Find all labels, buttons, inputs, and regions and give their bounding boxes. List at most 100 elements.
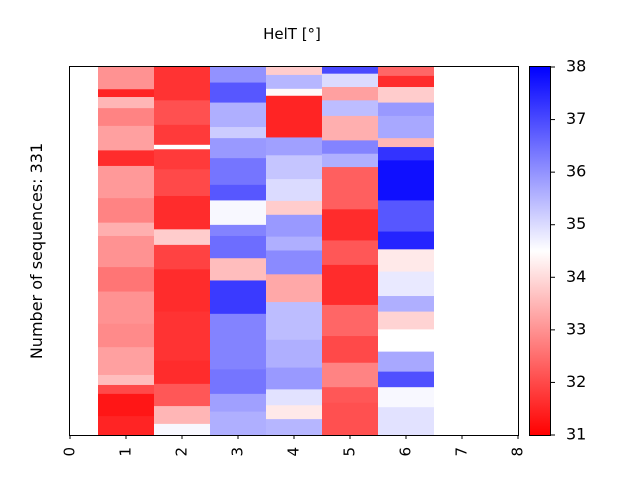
- heatmap-cell-col5-7: [322, 167, 378, 210]
- heatmap-cell-col4-7: [266, 200, 322, 216]
- heatmap-cell-col6-5: [378, 138, 434, 148]
- heatmap-cell-col6-14: [378, 329, 434, 353]
- colorbar-tick-label-35: 35: [566, 214, 586, 233]
- heatmap-cell-col4-14: [266, 367, 322, 390]
- heatmap-cell-col4-3: [266, 95, 322, 138]
- heatmap-cell-col3-6: [210, 184, 266, 201]
- heatmap-cell-col5-2: [322, 87, 378, 101]
- colorbar-tick-label-34: 34: [566, 267, 586, 286]
- colorbar-tick-label-36: 36: [566, 162, 586, 181]
- heatmap-cell-col2-9: [154, 269, 210, 312]
- heatmap-cells: [98, 67, 434, 436]
- heatmap-cell-col5-9: [322, 240, 378, 266]
- heatmap-cell-col3-2: [210, 102, 266, 128]
- heatmap-cell-col4-17: [266, 419, 322, 436]
- heatmap-cell-col2-2: [154, 124, 210, 146]
- heatmap-cell-col2-0: [154, 67, 210, 101]
- heatmap-cell-col4-5: [266, 155, 322, 180]
- heatmap-cell-col3-4: [210, 138, 266, 159]
- heatmap-cell-col1-11: [98, 291, 154, 325]
- heatmap-cell-col5-5: [322, 140, 378, 155]
- heatmap-cell-col2-6: [154, 195, 210, 230]
- heatmap-cell-col1-1: [98, 89, 154, 98]
- heatmap-cell-col6-6: [378, 147, 434, 161]
- colorbar-ticks: 31 32 33 34 35 36 37 38: [551, 57, 586, 444]
- heatmap-cell-col6-2: [378, 87, 434, 103]
- heatmap-cell-col6-17: [378, 387, 434, 408]
- x-tick-label-2: 2: [173, 447, 191, 457]
- heatmap-cell-col6-18: [378, 407, 434, 436]
- heatmap-cell-col3-14: [210, 393, 266, 413]
- heatmap-cell-col6-15: [378, 351, 434, 373]
- heatmap-cell-col5-1: [322, 73, 378, 88]
- heatmap-cell-col3-0: [210, 67, 266, 83]
- colorbar-tick-label-38: 38: [566, 57, 586, 76]
- heatmap-cell-col2-13: [154, 406, 210, 425]
- heatmap-cell-col5-11: [322, 304, 378, 337]
- chart-title: HelT [°]: [263, 25, 321, 43]
- heatmap-cell-col6-0: [378, 67, 434, 77]
- heatmap-cell-col2-1: [154, 100, 210, 126]
- heatmap-cell-col1-12: [98, 323, 154, 348]
- heatmap-cell-col6-10: [378, 249, 434, 272]
- heatmap-cell-col1-5: [98, 150, 154, 167]
- heatmap-cell-col1-16: [98, 393, 154, 417]
- heatmap-cell-col6-4: [378, 115, 434, 139]
- heatmap-cell-col5-12: [322, 336, 378, 364]
- heatmap-cell-col1-6: [98, 165, 154, 199]
- heatmap-cell-col2-12: [154, 383, 210, 407]
- heatmap-cell-col6-3: [378, 102, 434, 117]
- heatmap-cell-col1-7: [98, 198, 154, 224]
- heatmap-cell-col2-10: [154, 311, 210, 361]
- heatmap-cell-col6-13: [378, 311, 434, 330]
- heatmap-cell-col6-8: [378, 200, 434, 232]
- heatmap-cell-col2-7: [154, 229, 210, 246]
- heatmap-cell-col3-15: [210, 411, 266, 436]
- heatmap-cell-col4-16: [266, 405, 322, 420]
- heatmap-cell-col1-8: [98, 222, 154, 237]
- heatmap-cell-col6-11: [378, 271, 434, 297]
- heatmap-cell-col4-2: [266, 88, 322, 97]
- heatmap-cell-col4-12: [266, 302, 322, 341]
- colorbar-tick-label-33: 33: [566, 319, 586, 338]
- heatmap-cell-col6-1: [378, 75, 434, 88]
- heatmap-cell-col4-1: [266, 74, 322, 90]
- x-tick-label-1: 1: [117, 447, 135, 457]
- heatmap-cell-col5-0: [322, 67, 378, 75]
- heatmap-cell-col6-7: [378, 160, 434, 201]
- heatmap-cell-col6-12: [378, 296, 434, 312]
- colorbar-tick-label-37: 37: [566, 109, 586, 128]
- x-axis-ticks: 0 1 2 3 4 5 6 7 8: [61, 435, 527, 457]
- colorbar: [529, 66, 551, 436]
- colorbar-tick-label-31: 31: [566, 425, 586, 444]
- x-tick-label-6: 6: [397, 447, 415, 457]
- heatmap-cell-col6-9: [378, 231, 434, 250]
- x-tick-label-4: 4: [285, 447, 303, 457]
- heatmap-cell-col5-4: [322, 115, 378, 141]
- heatmap-cell-col1-2: [98, 97, 154, 109]
- heatmap-cell-col2-14: [154, 423, 210, 436]
- heatmap-cell-col3-3: [210, 127, 266, 139]
- heatmap-cell-col3-7: [210, 200, 266, 226]
- heatmap-cell-col2-4: [154, 149, 210, 170]
- heatmap-cell-col2-8: [154, 244, 210, 270]
- heatmap-cell-col3-1: [210, 82, 266, 103]
- heatmap-cell-col4-8: [266, 214, 322, 238]
- heatmap-cell-col3-13: [210, 369, 266, 395]
- y-axis-label: Number of sequences: 331: [27, 143, 46, 359]
- heatmap-cell-col4-10: [266, 250, 322, 275]
- x-tick-label-0: 0: [61, 447, 79, 457]
- heatmap-cell-col1-3: [98, 108, 154, 127]
- heatmap-cell-col1-14: [98, 374, 154, 386]
- heatmap-cell-col4-6: [266, 179, 322, 202]
- heatmap-cell-col4-4: [266, 137, 322, 156]
- heatmap-cell-col2-11: [154, 360, 210, 385]
- heatmap-cell-col4-13: [266, 339, 322, 368]
- heatmap-cell-col3-8: [210, 224, 266, 237]
- heatmap-cell-col5-8: [322, 209, 378, 241]
- heatmap-cell-col2-5: [154, 169, 210, 197]
- x-tick-label-5: 5: [341, 447, 359, 457]
- heatmap-cell-col5-3: [322, 100, 378, 117]
- heatmap-cell-col3-10: [210, 258, 266, 281]
